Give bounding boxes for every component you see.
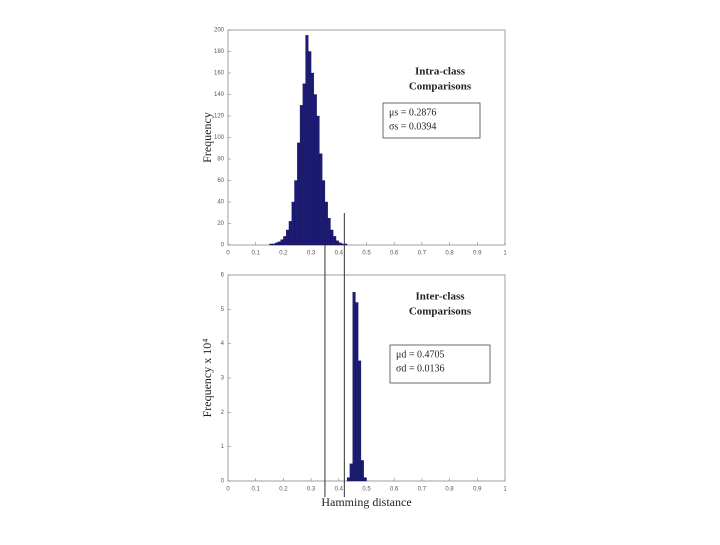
bar <box>280 239 284 246</box>
x-tick-label: 0.9 <box>473 487 482 493</box>
y-tick-label: 2 <box>221 410 225 416</box>
y-tick-label: 80 <box>217 157 224 163</box>
bar <box>330 229 334 246</box>
y-tick-label: 6 <box>221 273 225 279</box>
y-tick-label: 40 <box>217 200 224 206</box>
bar <box>313 94 317 246</box>
bar <box>288 221 292 246</box>
bar <box>316 115 320 246</box>
y-tick-label: 4 <box>221 341 225 347</box>
bar <box>299 105 303 246</box>
bar <box>319 153 323 246</box>
bar <box>291 201 295 246</box>
x-tick-label: 0.4 <box>335 487 344 493</box>
stats-box <box>382 102 481 139</box>
y-tick-label: 60 <box>217 178 224 184</box>
bar <box>286 229 290 246</box>
y-axis-label: Frequency <box>200 112 214 163</box>
bar <box>277 241 281 246</box>
y-tick-label: 0 <box>221 243 225 249</box>
y-tick-label: 3 <box>221 376 225 382</box>
x-tick-label: 1 <box>503 251 507 257</box>
x-axis-label: Hamming distance <box>321 495 411 509</box>
x-tick-label: 0.6 <box>390 251 399 257</box>
x-tick-label: 0.9 <box>473 251 482 257</box>
y-tick-label: 160 <box>214 71 225 77</box>
x-tick-label: 0.1 <box>252 251 261 257</box>
y-tick-label: 140 <box>214 92 225 98</box>
x-tick-label: 0.5 <box>362 487 371 493</box>
stats-box <box>389 344 491 384</box>
x-tick-label: 0.2 <box>279 251 288 257</box>
bar <box>274 242 279 246</box>
bar <box>294 180 298 246</box>
bar <box>302 83 306 246</box>
bar <box>349 463 353 482</box>
x-tick-label: 0.4 <box>335 251 344 257</box>
y-tick-label: 0 <box>221 479 225 485</box>
bar <box>333 236 337 246</box>
bar <box>360 460 364 482</box>
annotation: Inter-class <box>415 291 465 303</box>
y-tick-label: 180 <box>214 49 225 55</box>
bar <box>355 302 359 482</box>
x-tick-label: 0.3 <box>307 251 316 257</box>
bar <box>346 477 351 482</box>
bar <box>322 180 326 246</box>
bar <box>363 477 367 482</box>
bar <box>358 360 362 482</box>
y-tick-label: 20 <box>217 221 224 227</box>
stat-label: μs = 0.2876 <box>389 107 436 118</box>
x-tick-label: 0.8 <box>445 251 454 257</box>
y-tick-label: 120 <box>214 114 225 120</box>
x-tick-label: 0.5 <box>362 251 371 257</box>
bar <box>269 243 273 246</box>
y-tick-label: 5 <box>221 307 225 313</box>
bar <box>310 72 315 246</box>
x-tick-label: 0 <box>226 251 230 257</box>
x-tick-label: 0.8 <box>445 487 454 493</box>
bar <box>283 236 287 246</box>
bar <box>308 51 312 246</box>
y-tick-label: 1 <box>221 444 225 450</box>
annotation: Intra-class <box>415 66 466 78</box>
x-tick-label: 0.6 <box>390 487 399 493</box>
annotation: Comparisons <box>409 306 472 318</box>
y-tick-label: 200 <box>214 28 225 34</box>
x-tick-label: 1 <box>503 487 507 493</box>
x-tick-label: 0 <box>226 487 230 493</box>
annotation: Comparisons <box>409 81 472 93</box>
x-tick-label: 0.1 <box>252 487 261 493</box>
bar <box>352 292 356 482</box>
bar <box>338 242 342 246</box>
x-tick-label: 0.2 <box>279 487 288 493</box>
x-tick-label: 0.7 <box>418 251 427 257</box>
x-tick-label: 0.7 <box>418 487 427 493</box>
bar <box>272 243 276 246</box>
x-tick-label: 0.3 <box>307 487 316 493</box>
stat-label: σd = 0.0136 <box>396 363 445 374</box>
bar <box>327 217 331 246</box>
bar <box>297 142 301 246</box>
bar <box>324 201 328 246</box>
stat-label: μd = 0.4705 <box>396 349 445 360</box>
stat-label: σs = 0.0394 <box>389 121 436 132</box>
y-axis-label: Frequency x 10⁴ <box>200 339 214 418</box>
bar <box>305 35 309 246</box>
y-tick-label: 100 <box>214 135 225 141</box>
bar <box>335 240 339 246</box>
